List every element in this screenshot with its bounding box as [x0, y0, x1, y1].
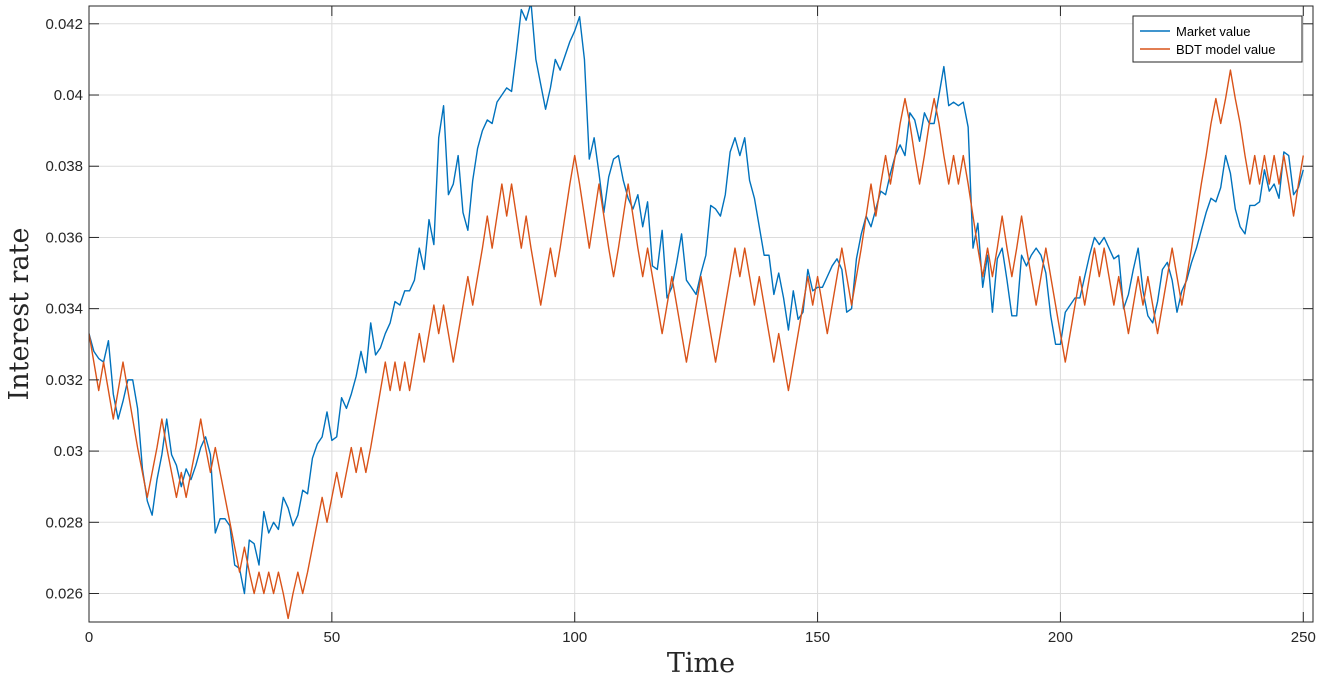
x-axis-title: Time: [667, 648, 735, 678]
grid: [88, 6, 1313, 622]
series-line-bdt-model-value: [89, 69, 1304, 620]
y-tick-label: 0.034: [45, 301, 83, 318]
plot-frame: [88, 5, 1314, 623]
x-tick-label: 100: [562, 629, 587, 646]
plot-area: [89, 6, 1313, 622]
legend-label-bdt-model-value: BDT model value: [1176, 42, 1275, 57]
y-axis: 0.026 0.028 0.03 0.032 0.034 0.036 0.038 0.04 0.…: [45, 16, 1313, 603]
y-axis-title: Interest rate: [4, 228, 35, 401]
y-tick-label: 0.042: [45, 16, 83, 33]
x-tick-label: 0: [85, 629, 93, 646]
y-tick-label: 0.028: [45, 514, 83, 531]
y-tick-label: 0.03: [54, 443, 83, 460]
x-tick-label: 50: [324, 629, 341, 646]
y-tick-label: 0.026: [45, 586, 83, 603]
legend-label-market-value: Market value: [1176, 24, 1250, 39]
legend: Market value BDT model value: [1132, 15, 1303, 63]
y-tick-label: 0.032: [45, 372, 83, 389]
y-tick-label: 0.036: [45, 229, 83, 246]
y-tick-label: 0.04: [54, 87, 83, 104]
x-axis: 0 50 100 150 200 250: [85, 6, 1316, 646]
x-tick-label: 250: [1291, 629, 1316, 646]
x-tick-label: 150: [805, 629, 830, 646]
y-tick-label: 0.038: [45, 158, 83, 175]
legend-box: [1132, 15, 1303, 63]
series-group: [89, 6, 1304, 620]
x-tick-label: 200: [1048, 629, 1073, 646]
series-line-market-value: [89, 6, 1304, 595]
